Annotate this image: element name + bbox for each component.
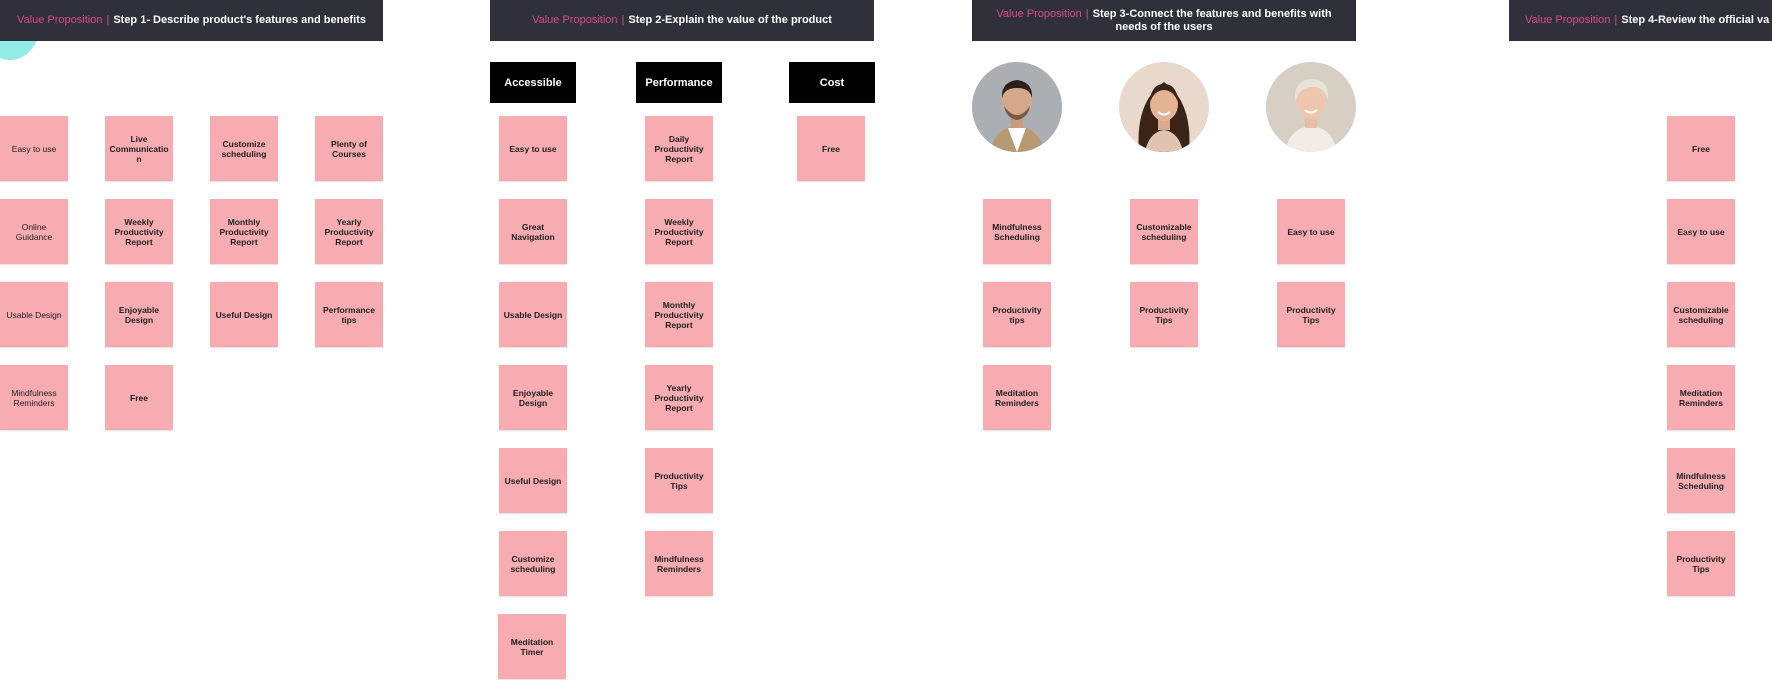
value-proposition-label: Value Proposition: [532, 14, 618, 26]
user-avatar-senior-woman: [1266, 62, 1356, 152]
value-proposition-label: Value Proposition: [1525, 14, 1611, 26]
sticky-note[interactable]: Yearly Productivity Report: [315, 199, 383, 264]
sticky-note[interactable]: Mindfulness Reminders: [645, 531, 713, 596]
step3-header: Value Proposition | Step 3-Connect the fea…: [972, 0, 1356, 41]
sticky-note[interactable]: Great Navigation: [499, 199, 567, 264]
sticky-note[interactable]: Customize scheduling: [210, 116, 278, 181]
sticky-note[interactable]: Productivity Tips: [1277, 282, 1345, 347]
category-performance[interactable]: Performance: [636, 62, 722, 103]
sticky-note[interactable]: Customize scheduling: [499, 531, 567, 596]
sticky-note[interactable]: Weekly Productivity Report: [105, 199, 173, 264]
user-avatar-woman: [1119, 62, 1209, 152]
step1-header: Value Proposition | Step 1- Describe produ…: [0, 0, 383, 41]
sticky-note[interactable]: Usable Design: [499, 282, 567, 347]
sticky-note[interactable]: Usable Design: [0, 282, 68, 347]
sticky-note[interactable]: Productivity tips: [983, 282, 1051, 347]
sticky-note[interactable]: Yearly Productivity Report: [645, 365, 713, 430]
sticky-note[interactable]: Meditation Reminders: [1667, 365, 1735, 430]
sticky-note[interactable]: Useful Design: [499, 448, 567, 513]
sticky-note[interactable]: Free: [1667, 116, 1735, 181]
step2-title: Step 2-Explain the value of the product: [628, 14, 832, 26]
category-cost[interactable]: Cost: [789, 62, 875, 103]
sticky-note[interactable]: Performance tips: [315, 282, 383, 347]
sticky-note[interactable]: Enjoyable Design: [499, 365, 567, 430]
sticky-note[interactable]: Productivity Tips: [1667, 531, 1735, 596]
value-proposition-label: Value Proposition: [17, 14, 103, 26]
user-avatar-man: [972, 62, 1062, 152]
sticky-note[interactable]: Meditation Reminders: [983, 365, 1051, 430]
sticky-note[interactable]: Productivity Tips: [645, 448, 713, 513]
sticky-note[interactable]: Weekly Productivity Report: [645, 199, 713, 264]
step2-header: Value Proposition | Step 2-Explain the val…: [490, 0, 874, 41]
sticky-note[interactable]: Mindfulness Reminders: [0, 365, 68, 430]
sticky-note[interactable]: Mindfulness Scheduling: [1667, 448, 1735, 513]
sticky-note[interactable]: Free: [105, 365, 173, 430]
sticky-note[interactable]: Monthly Productivity Report: [645, 282, 713, 347]
sticky-note[interactable]: Customizable scheduling: [1667, 282, 1735, 347]
sticky-note[interactable]: Live Communication: [105, 116, 173, 181]
sticky-note[interactable]: Online Guidance: [0, 199, 68, 264]
step3-title: Step 3-Connect the features and benefits…: [1092, 7, 1332, 33]
sticky-note[interactable]: Useful Design: [210, 282, 278, 347]
sticky-note[interactable]: Meditation Timer: [498, 614, 566, 679]
step4-header: Value Proposition | Step 4-Review the offi…: [1509, 0, 1772, 41]
sticky-note[interactable]: Daily Productivity Report: [645, 116, 713, 181]
step4-title: Step 4-Review the official va: [1621, 14, 1770, 26]
sticky-note[interactable]: Easy to use: [1667, 199, 1735, 264]
sticky-note[interactable]: Monthly Productivity Report: [210, 199, 278, 264]
step1-title: Step 1- Describe product's features and …: [113, 14, 366, 26]
sticky-note[interactable]: Easy to use: [0, 116, 68, 181]
sticky-note[interactable]: Plenty of Courses: [315, 116, 383, 181]
value-proposition-label: Value Proposition: [996, 7, 1082, 20]
sticky-note[interactable]: Productivity Tips: [1130, 282, 1198, 347]
sticky-note[interactable]: Mindfulness Scheduling: [983, 199, 1051, 264]
category-accessible[interactable]: Accessible: [490, 62, 576, 103]
sticky-note[interactable]: Enjoyable Design: [105, 282, 173, 347]
sticky-note[interactable]: Customizable scheduling: [1130, 199, 1198, 264]
sticky-note[interactable]: Easy to use: [1277, 199, 1345, 264]
sticky-note[interactable]: Easy to use: [499, 116, 567, 181]
sticky-note[interactable]: Free: [797, 116, 865, 181]
